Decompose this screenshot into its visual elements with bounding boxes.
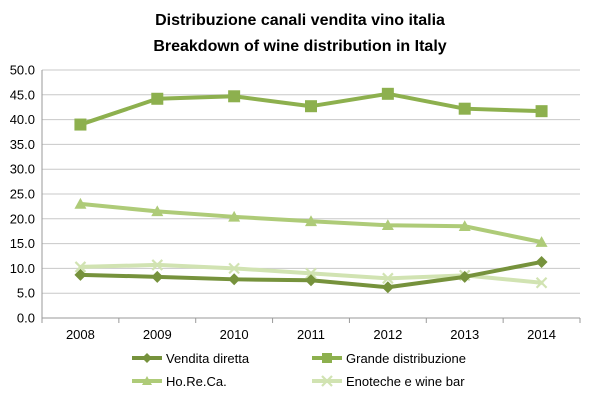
data-point (535, 277, 548, 289)
legend-marker (142, 376, 152, 385)
y-axis-ticks: 0.0 5.0 10.0 15.0 20.0 25.0 30.0 35.0 40.0 45.0 50… (10, 63, 35, 326)
x-tick-label: 2010 (220, 327, 249, 342)
data-point (74, 118, 87, 131)
data-point (151, 259, 164, 271)
chart-title: Distribuzione canali vendita vino italia (155, 12, 445, 29)
data-point (74, 197, 87, 209)
y-tick-label: 45.0 (10, 87, 35, 102)
axes (41, 70, 581, 323)
legend-marker (142, 353, 152, 363)
data-point (535, 236, 548, 247)
data-point (305, 215, 317, 227)
series-0 (74, 255, 548, 294)
y-tick-label: 10.0 (10, 261, 35, 276)
data-point (151, 205, 164, 217)
legend-marker (322, 353, 332, 363)
gridlines (42, 69, 580, 294)
legend-entry: Enoteche e wine bar (312, 374, 465, 389)
y-tick-label: 40.0 (10, 112, 35, 127)
data-point (535, 255, 548, 268)
x-tick-label: 2014 (527, 327, 556, 342)
y-tick-label: 0.0 (17, 311, 35, 326)
legend-entry: Ho.Re.Ca. (132, 374, 227, 389)
chart-subtitle: Breakdown of wine distribution in Italy (153, 38, 446, 55)
legend-label: Grande distribuzione (346, 351, 466, 366)
data-point (305, 100, 317, 113)
y-tick-label: 5.0 (17, 286, 35, 301)
y-tick-label: 50.0 (10, 63, 35, 78)
legend-label: Enoteche e wine bar (346, 374, 465, 389)
y-tick-label: 20.0 (10, 211, 35, 226)
legend-label: Vendita diretta (166, 351, 250, 366)
data-point (458, 270, 471, 283)
data-point (228, 273, 241, 286)
data-point (381, 87, 394, 100)
data-point (305, 274, 317, 287)
y-tick-label: 25.0 (10, 187, 35, 202)
legend-marker (321, 375, 333, 387)
data-point (74, 268, 87, 281)
x-tick-label: 2011 (297, 327, 325, 342)
y-tick-label: 35.0 (10, 137, 35, 152)
series-2 (74, 197, 548, 247)
plot-series (74, 87, 548, 294)
data-point (458, 220, 471, 232)
legend-entry: Grande distribuzione (312, 351, 466, 366)
data-point (151, 270, 164, 283)
x-axis-ticks: 2008 2009 2010 2011 2012 2013 2014 (66, 327, 556, 342)
legend-label: Ho.Re.Ca. (166, 374, 227, 389)
y-tick-label: 15.0 (10, 236, 35, 251)
data-point (381, 219, 394, 231)
x-tick-label: 2009 (143, 327, 172, 342)
x-tick-label: 2008 (66, 327, 95, 342)
data-point (228, 262, 240, 275)
data-point (305, 267, 317, 280)
data-point (458, 102, 471, 115)
x-tick-label: 2013 (450, 327, 479, 342)
data-point (382, 272, 394, 285)
data-point (228, 90, 241, 103)
data-point (228, 210, 241, 222)
y-tick-label: 30.0 (10, 162, 35, 177)
x-tick-label: 2012 (373, 327, 402, 342)
legend-entry: Vendita diretta (132, 351, 250, 366)
legend: Vendita diretta Grande distribuzione Ho.Re… (132, 351, 466, 389)
data-point (151, 92, 164, 105)
data-point (74, 261, 87, 273)
data-point (381, 281, 394, 294)
data-point (535, 105, 548, 118)
series-1 (74, 87, 548, 131)
